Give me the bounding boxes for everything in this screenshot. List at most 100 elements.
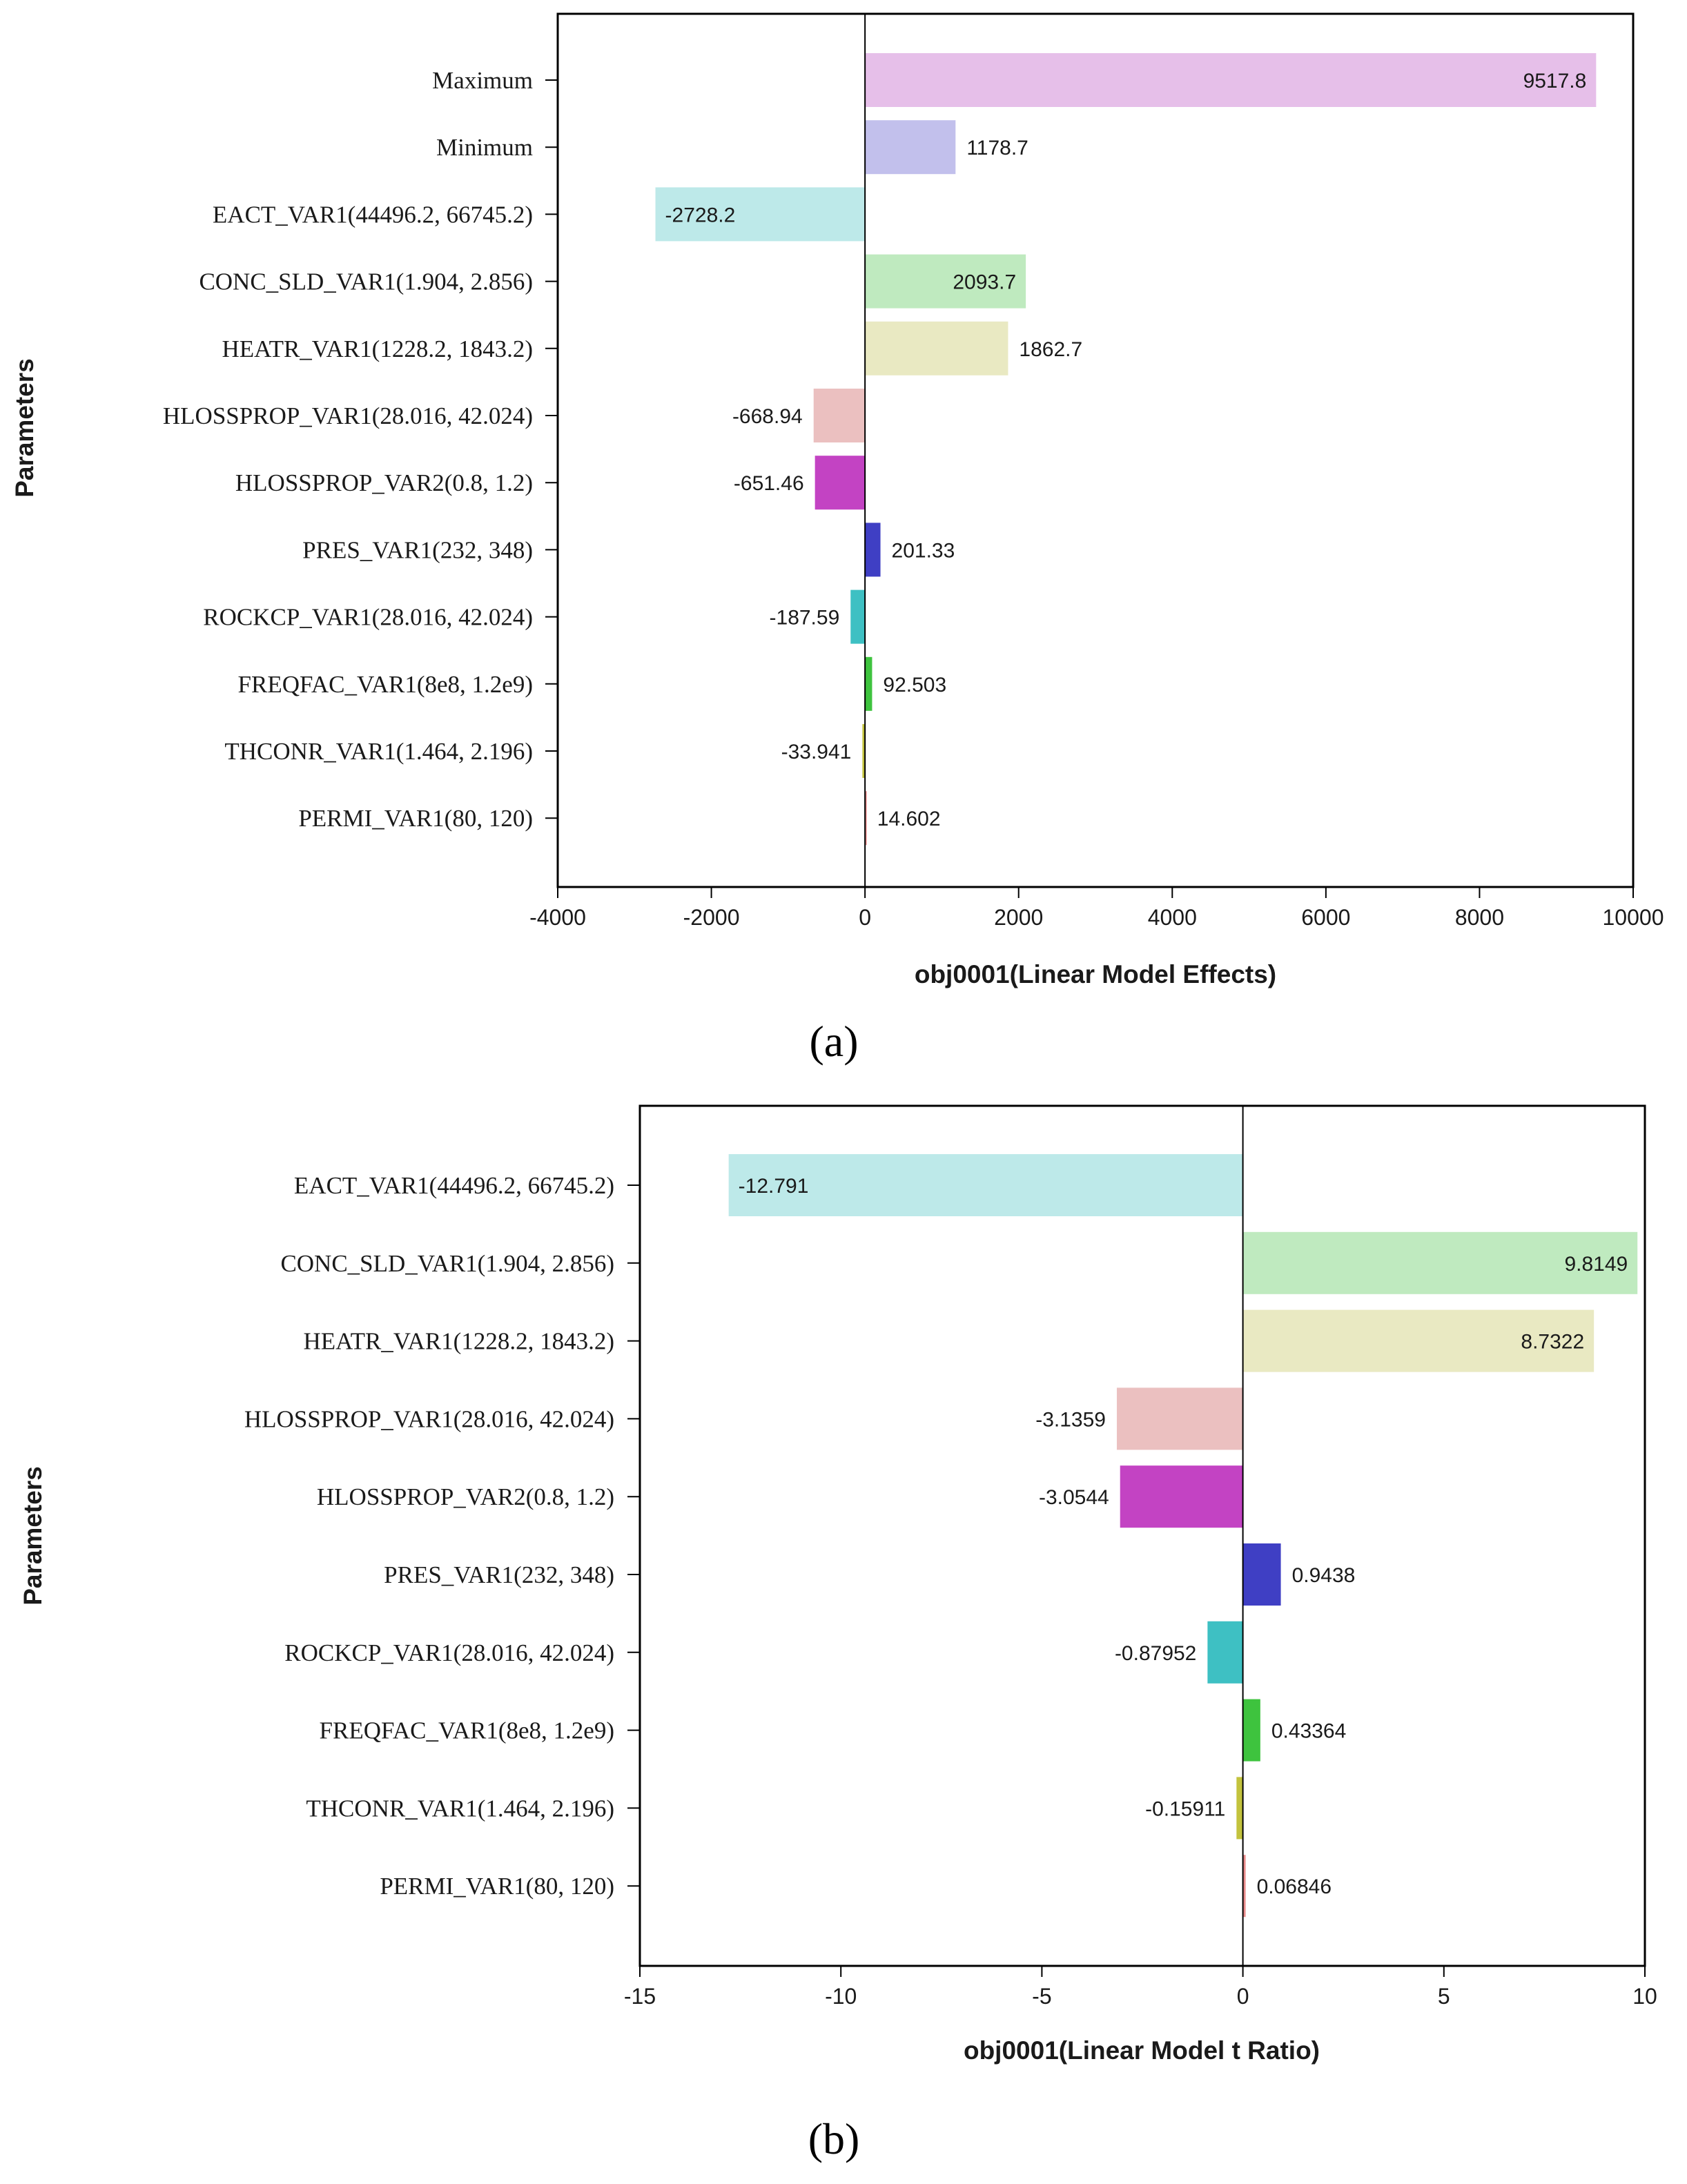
bar-b-4 [1120,1465,1243,1528]
category-label-b-5: PRES_VAR1(232, 348) [384,1561,614,1588]
bar-b-2 [1242,1309,1595,1372]
bar-a-7 [865,523,881,577]
value-label-b-7: 0.43364 [1271,1720,1346,1743]
bar-b-9 [1242,1855,1246,1918]
bar-a-2 [655,187,866,242]
x-axis-label-b: obj0001(Linear Model t Ratio) [964,2036,1320,2065]
value-label-b-4: -3.0544 [1039,1486,1109,1509]
x-ticks-a: -4000 -2000 0 2000 4000 6000 8000 10000 [529,887,1664,930]
bars-a [655,53,1597,846]
x-tick-label-b-4: 5 [1438,1984,1450,2009]
category-label-b-2: HEATR_VAR1(1228.2, 1843.2) [304,1328,614,1355]
bar-a-1 [865,120,956,175]
x-tick-label-a-3: 2000 [994,905,1043,930]
panel-label-a: (a) [809,1017,858,1066]
value-label-b-5: 0.9438 [1292,1564,1356,1587]
value-label-a-2: -2728.2 [665,204,736,226]
value-label-a-5: -668.94 [732,405,803,428]
category-label-a-1: Minimum [436,134,533,161]
category-label-b-8: THCONR_VAR1(1.464, 2.196) [306,1795,614,1822]
plot-frame-a [556,12,1635,888]
value-label-a-9: 92.503 [883,674,946,696]
chart-panel-a: -4000 -2000 0 2000 4000 6000 8000 10000 Maximum… [10,12,1664,1066]
category-label-b-0: EACT_VAR1(44496.2, 66745.2) [294,1172,614,1199]
x-ticks-b: -15 -10 -5 0 5 10 [624,1966,1657,2009]
bar-b-0 [728,1154,1243,1216]
bar-a-3 [865,254,1026,309]
category-label-a-2: EACT_VAR1(44496.2, 66745.2) [213,201,533,228]
chart-panel-b: -15 -10 -5 0 5 10 EACT_VAR1(44496.2, 66745.2)… [19,1104,1657,2163]
x-tick-label-a-0: -4000 [529,905,586,930]
panel-letter-a: a [824,1017,844,1066]
x-tick-label-b-5: 10 [1632,1984,1657,2009]
value-labels-a: 9517.8 1178.7 -2728.2 2093.7 1862.7 -668.94 -6… [665,70,1587,830]
x-tick-label-a-1: -2000 [683,905,740,930]
value-label-b-1: 9.8149 [1564,1253,1628,1276]
x-tick-label-a-6: 8000 [1455,905,1504,930]
category-label-a-5: HLOSSPROP_VAR1(28.016, 42.024) [163,402,533,429]
value-label-a-8: -187.59 [770,607,840,630]
category-label-a-6: HLOSSPROP_VAR2(0.8, 1.2) [235,469,533,496]
y-axis-label-a: Parameters [10,358,39,498]
bar-a-6 [815,456,866,510]
bar-b-8 [1236,1777,1243,1840]
value-label-a-3: 2093.7 [953,271,1016,294]
bar-b-5 [1242,1543,1281,1606]
value-label-a-11: 14.602 [877,808,941,830]
category-label-a-7: PRES_VAR1(232, 348) [302,536,533,563]
bar-b-6 [1207,1621,1243,1684]
category-label-a-11: PERMI_VAR1(80, 120) [298,805,533,832]
value-label-b-6: -0.87952 [1115,1642,1196,1665]
category-label-a-8: ROCKCP_VAR1(28.016, 42.024) [203,604,533,631]
category-label-b-3: HLOSSPROP_VAR1(28.016, 42.024) [244,1405,614,1432]
value-label-b-0: -12.791 [739,1175,809,1198]
x-tick-label-a-2: 0 [859,905,871,930]
value-label-a-4: 1862.7 [1019,338,1082,361]
x-tick-label-a-4: 4000 [1148,905,1197,930]
value-labels-b: -12.791 9.8149 8.7322 -3.1359 -3.0544 0.9438 -… [739,1175,1628,1898]
value-label-b-2: 8.7322 [1521,1331,1584,1354]
value-label-a-0: 9517.8 [1523,70,1587,92]
category-labels-b: EACT_VAR1(44496.2, 66745.2) CONC_SLD_VAR1… [244,1172,640,1900]
category-label-b-4: HLOSSPROP_VAR2(0.8, 1.2) [317,1483,614,1510]
bar-b-7 [1242,1699,1260,1762]
x-axis-label-a: obj0001(Linear Model Effects) [915,960,1276,988]
bar-b-1 [1242,1231,1638,1294]
value-label-a-1: 1178.7 [966,137,1028,159]
bars-b [728,1154,1638,1918]
category-label-a-9: FREQFAC_VAR1(8e8, 1.2e9) [238,671,533,698]
value-label-b-9: 0.06846 [1257,1875,1332,1898]
category-label-a-0: Maximum [432,67,533,94]
value-label-a-7: 201.33 [892,539,955,562]
x-tick-label-b-2: -5 [1032,1984,1051,2009]
x-tick-label-b-3: 0 [1237,1984,1249,2009]
x-tick-label-b-1: -10 [825,1984,857,2009]
bar-a-9 [865,656,872,711]
category-labels-a: Maximum Minimum EACT_VAR1(44496.2, 66745.2… [163,67,558,832]
bar-a-0 [865,53,1597,107]
y-axis-label-b: Parameters [19,1466,47,1606]
bar-a-4 [865,321,1008,376]
panel-label-b: (b) [808,2114,860,2163]
category-label-a-4: HEATR_VAR1(1228.2, 1843.2) [222,335,533,362]
value-label-a-10: -33.941 [781,741,852,763]
bar-b-3 [1116,1387,1243,1450]
category-label-b-7: FREQFAC_VAR1(8e8, 1.2e9) [320,1717,614,1744]
panel-letter-b: b [823,2114,845,2163]
bar-a-10 [862,724,866,778]
x-tick-label-a-5: 6000 [1301,905,1350,930]
category-label-b-9: PERMI_VAR1(80, 120) [380,1873,614,1900]
x-tick-label-b-0: -15 [624,1984,656,2009]
bar-a-11 [865,791,867,846]
category-label-a-10: THCONR_VAR1(1.464, 2.196) [224,738,533,765]
bar-a-5 [813,389,866,442]
category-label-b-1: CONC_SLD_VAR1(1.904, 2.856) [280,1250,614,1277]
x-tick-label-a-7: 10000 [1603,905,1664,930]
category-label-a-3: CONC_SLD_VAR1(1.904, 2.856) [199,269,533,295]
bar-a-8 [850,589,866,644]
value-label-a-6: -651.46 [734,472,804,495]
category-label-b-6: ROCKCP_VAR1(28.016, 42.024) [284,1639,614,1666]
value-label-b-3: -3.1359 [1035,1408,1106,1431]
value-label-b-8: -0.15911 [1145,1797,1225,1820]
